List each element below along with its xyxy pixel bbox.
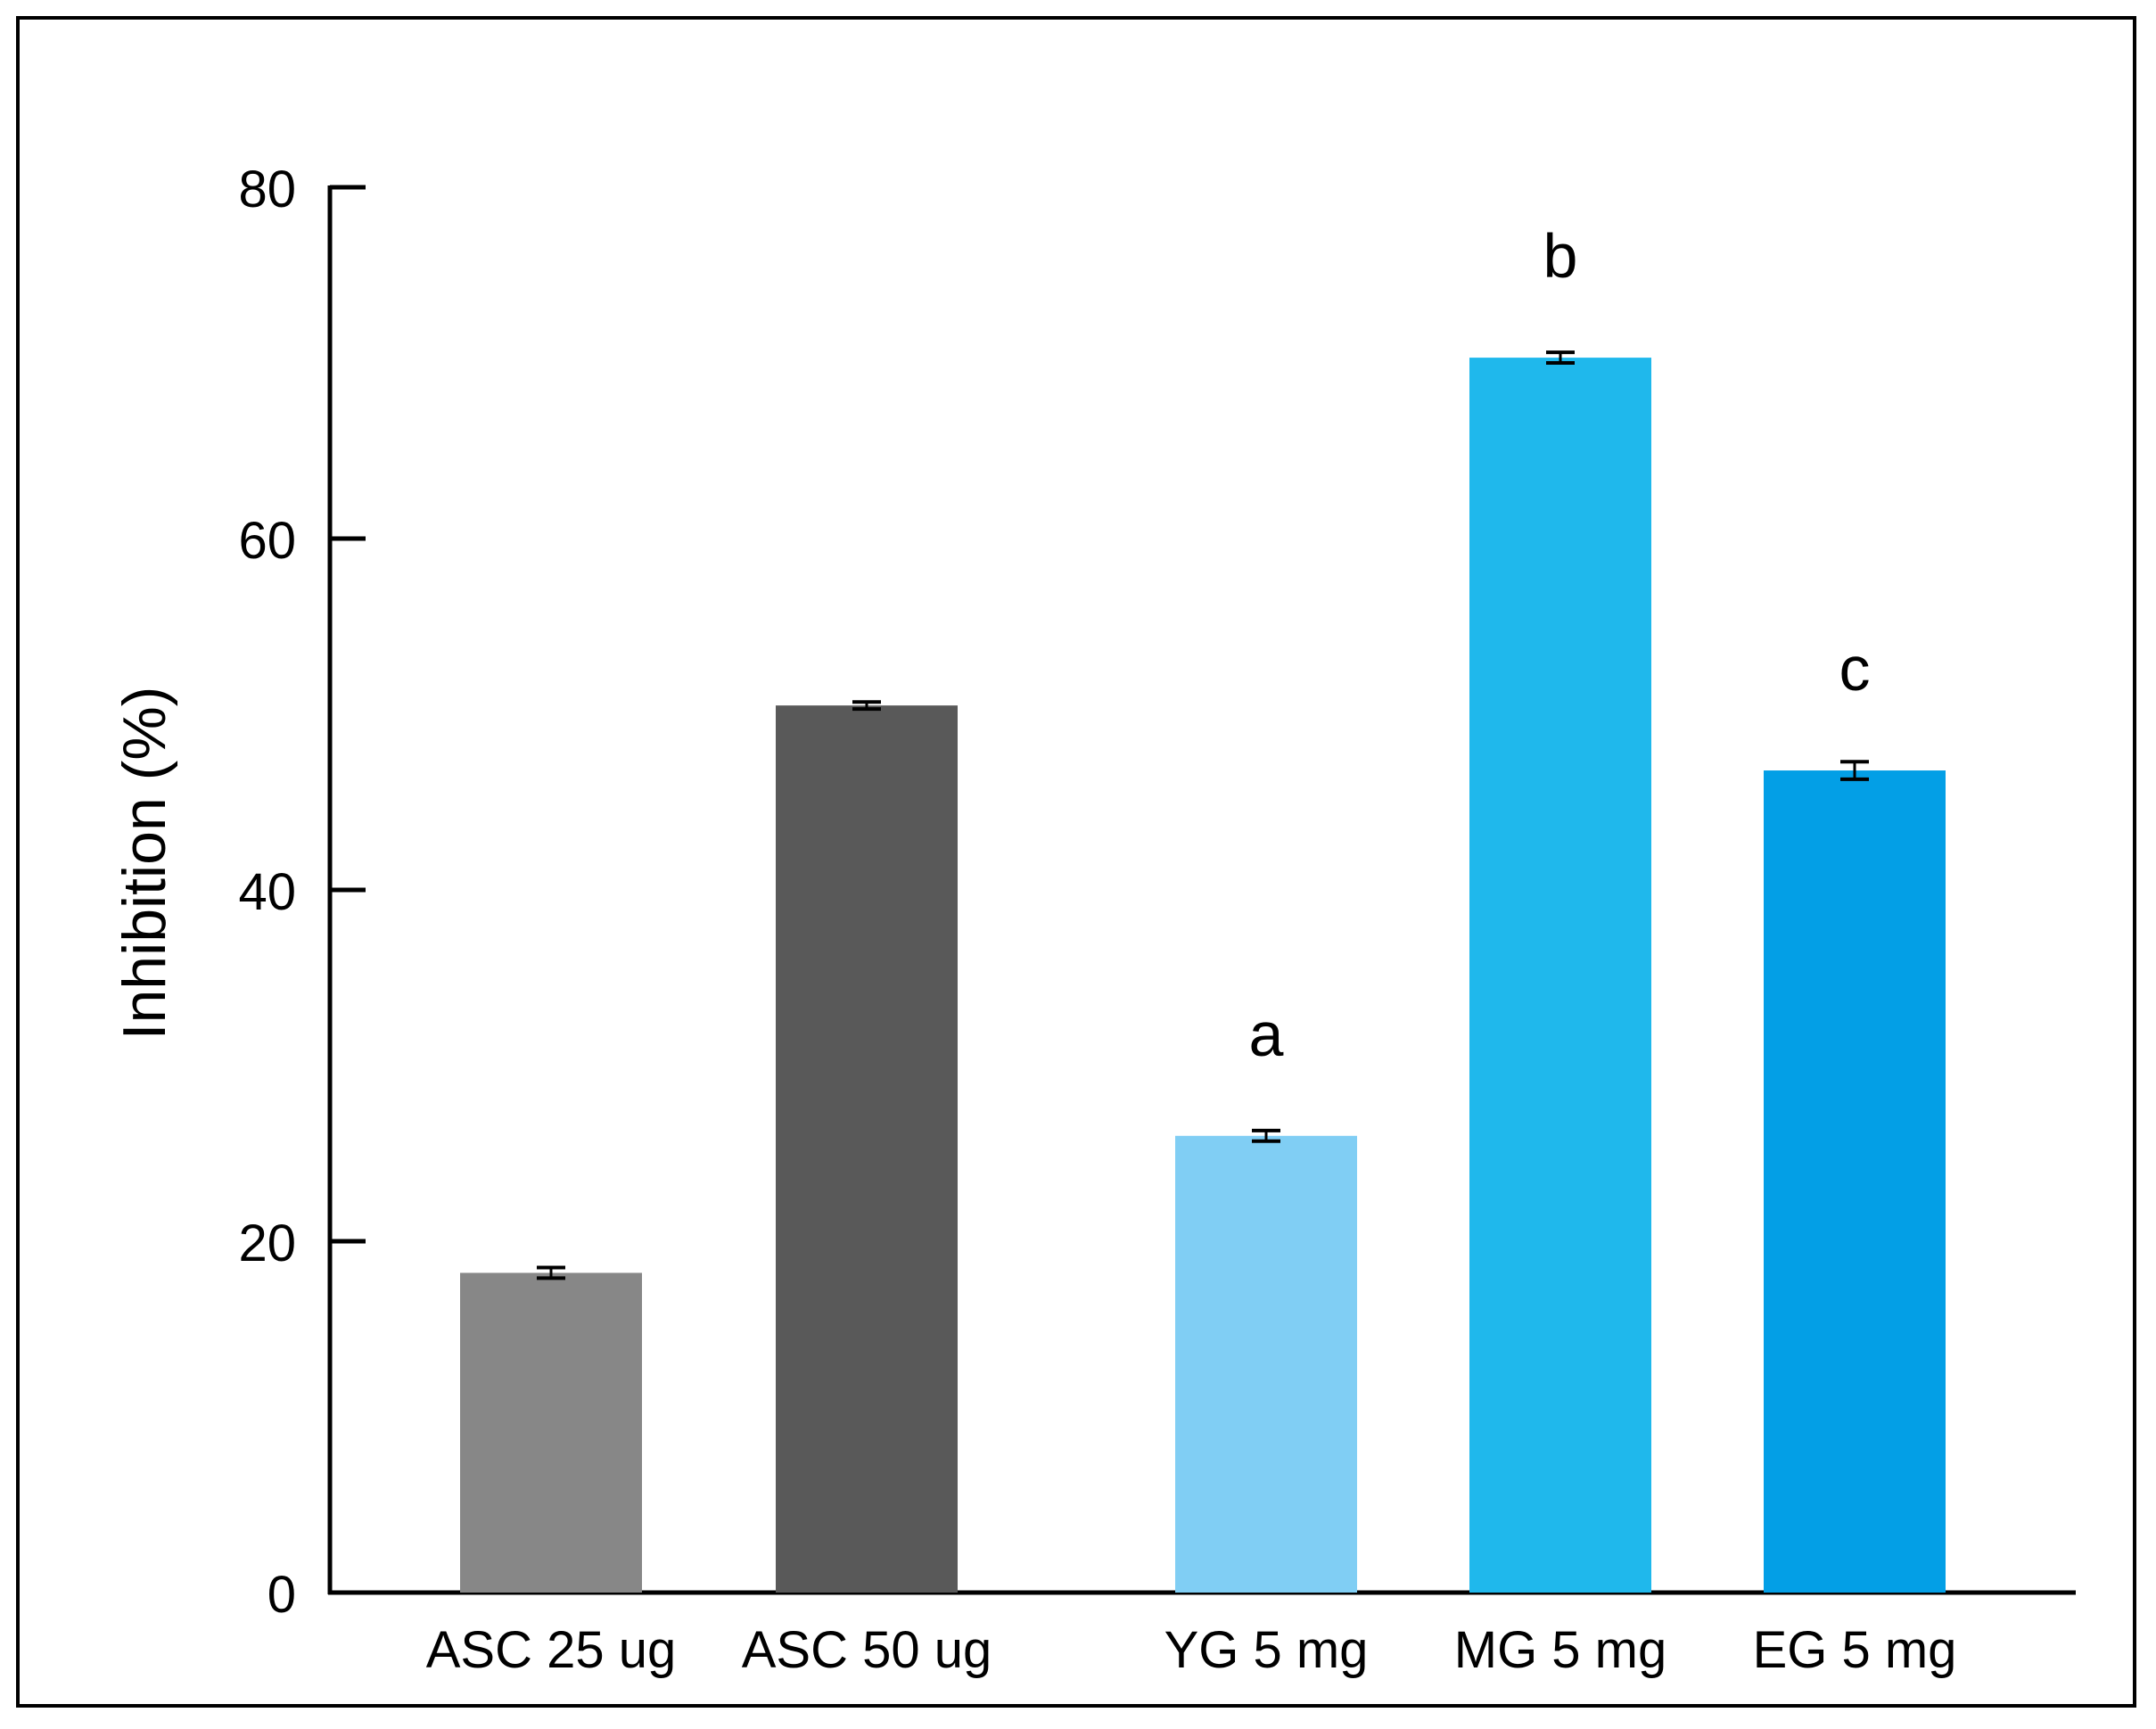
- y-axis-label: Inhibition (%): [111, 687, 178, 1041]
- error-bars: [537, 350, 1869, 1280]
- x-tick-label: YG 5 mg: [1164, 1621, 1369, 1679]
- x-tick-label: ASC 50 ug: [742, 1621, 992, 1679]
- y-tick-label: 40: [238, 863, 296, 921]
- bars: [460, 358, 1946, 1593]
- y-tick-label: 60: [238, 512, 296, 570]
- x-axis-labels: ASC 25 ug ASC 50 ug YG 5 mg MG 5 mg EG 5 mg: [426, 1621, 1957, 1679]
- x-tick-label: ASC 25 ug: [426, 1621, 677, 1679]
- bar: [1764, 770, 1946, 1593]
- significance-letters: a b c: [1249, 221, 1871, 1069]
- significance-letter: b: [1543, 221, 1578, 291]
- x-tick-label: EG 5 mg: [1753, 1621, 1957, 1679]
- significance-letter: a: [1249, 1000, 1284, 1069]
- bar: [776, 705, 958, 1593]
- y-tick-label: 0: [267, 1566, 296, 1624]
- bar: [1175, 1135, 1357, 1593]
- bar: [1469, 358, 1651, 1593]
- bar: [460, 1272, 642, 1593]
- y-tick-label: 80: [238, 161, 296, 218]
- significance-letter: c: [1839, 634, 1871, 704]
- x-tick-label: MG 5 mg: [1454, 1621, 1667, 1679]
- y-axis-ticks: 0 20 40 60 80: [238, 161, 366, 1624]
- y-tick-label: 20: [238, 1214, 296, 1272]
